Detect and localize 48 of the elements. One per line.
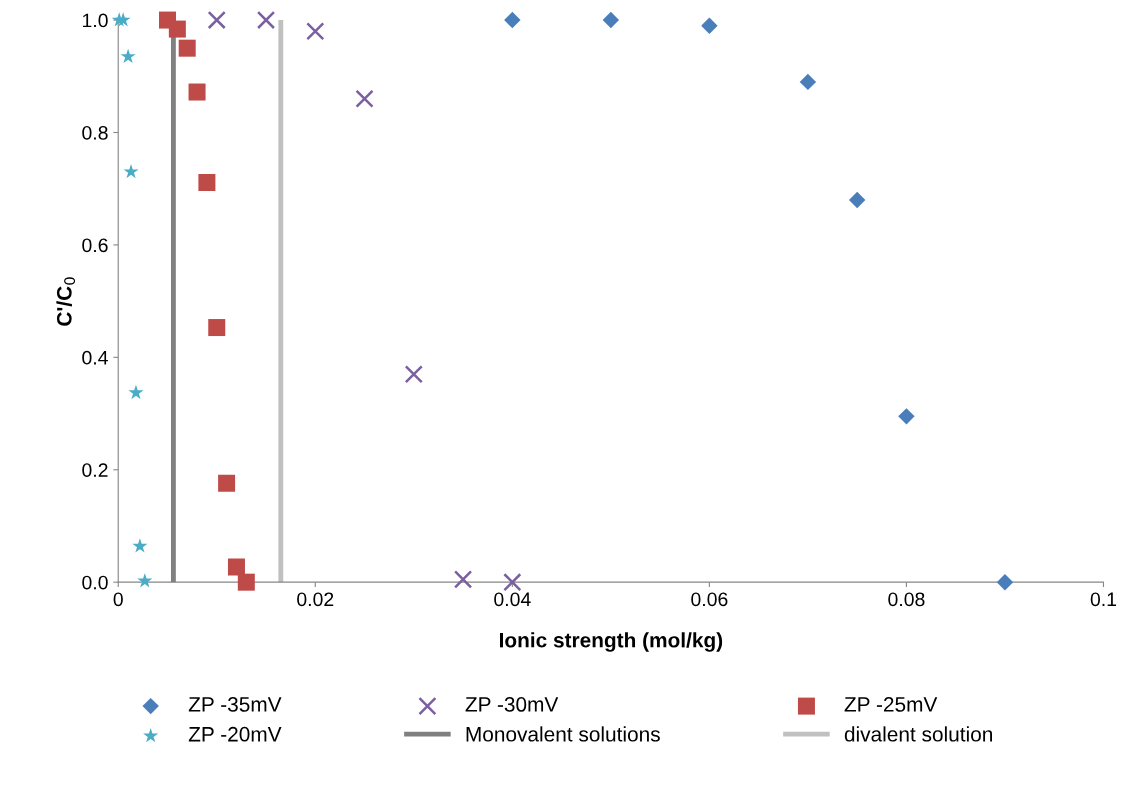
point [404,365,423,384]
y-tick-label: 0.4 [82,350,108,365]
point [198,174,216,192]
point [123,163,139,179]
x-tick-label: 0.06 [691,592,728,607]
point [188,83,206,101]
legend-label: ZP -25mV [844,697,938,712]
y-tick-label: 0.6 [82,238,108,253]
y-tick-label: 0.8 [82,125,108,140]
point [602,11,620,29]
legend-label: divalent solution [844,726,992,742]
point [137,573,153,588]
point [227,558,245,576]
x-tick-label: 0.02 [297,592,334,607]
point [701,17,718,34]
x-tick-label: 0.08 [888,592,925,607]
point [355,89,374,108]
point [898,408,915,425]
point [168,20,186,38]
point [256,10,276,30]
legend-label: ZP -30mV [465,697,559,712]
point [132,538,148,553]
y-tick-label: 0.2 [82,463,108,477]
x-tick-label: 0.04 [494,592,531,607]
legend-label: ZP -35mV [188,697,282,712]
point [178,39,196,57]
point [207,10,226,30]
point [848,191,866,209]
point [218,474,236,492]
point [128,384,144,400]
point [799,73,817,91]
x-axis-title: Ionic strength (mol/kg) [499,632,723,652]
point [115,12,131,27]
legend-label: ZP -20mV [188,726,282,742]
legend-label: Monovalent solutions [466,726,660,742]
point [120,48,136,64]
y-tick-label: 1.0 [82,13,108,28]
y-axis-title: C'/C$_{0}$ [56,277,76,326]
point [503,573,522,592]
y-tick-label: 0.0 [82,575,108,590]
point [504,11,521,29]
x-tick-label: 0 [113,592,123,607]
point [237,573,255,591]
point [996,573,1014,591]
point [208,319,226,337]
x-tick-label: 0.1 [1090,592,1117,607]
point [453,570,473,589]
point [306,22,325,41]
